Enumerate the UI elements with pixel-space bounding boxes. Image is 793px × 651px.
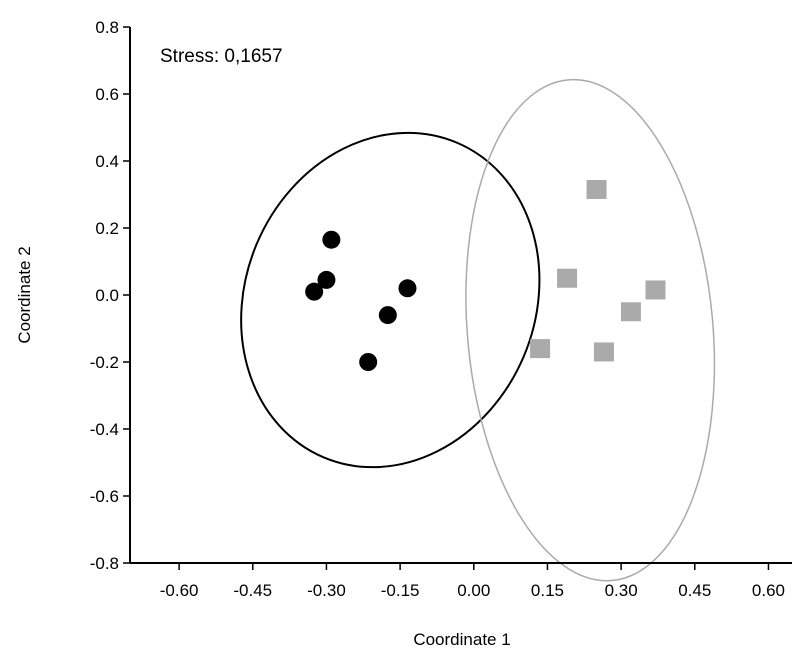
group-ellipse [240, 131, 541, 469]
square-point [530, 339, 551, 359]
y-tick-label: -0.4 [90, 420, 119, 439]
circle-point [378, 306, 397, 325]
circle-point [322, 230, 341, 249]
square-point [593, 342, 614, 362]
y-tick-label: -0.6 [90, 487, 119, 506]
square-point [586, 179, 607, 199]
x-tick-label: 0.30 [605, 581, 638, 600]
y-tick-label: 0.4 [95, 152, 119, 171]
y-axis-label: Coordinate 2 [15, 246, 34, 343]
data-points [305, 179, 666, 371]
circle-point [359, 353, 378, 371]
y-tick-label: 0.0 [95, 286, 119, 305]
y-tick-label: 0.6 [95, 85, 119, 104]
stress-annotation: Stress: 0,1657 [160, 46, 283, 67]
y-tick-label: -0.8 [90, 554, 119, 573]
square-point [557, 268, 578, 288]
y-tick-label: -0.2 [90, 353, 119, 372]
x-tick-label: 0.45 [678, 581, 711, 600]
x-axis-label: Coordinate 1 [413, 630, 510, 649]
x-tick-label: -0.45 [233, 581, 272, 600]
y-tick-label: 0.2 [95, 219, 119, 238]
group-ellipse [465, 78, 716, 582]
circle-point [305, 282, 324, 301]
x-tick-label: -0.30 [307, 581, 346, 600]
x-tick-label: -0.15 [381, 581, 420, 600]
x-tick-label: 0.15 [531, 581, 564, 600]
x-tick-label: 0.60 [752, 581, 785, 600]
y-tick-label: 0.8 [95, 18, 119, 37]
x-tick-label: -0.60 [160, 581, 199, 600]
square-point [645, 280, 666, 300]
circle-point [317, 270, 336, 289]
axes [129, 27, 792, 564]
square-point [620, 302, 641, 322]
x-axis-ticks: -0.60 -0.45 -0.30 -0.15 0.00 0.15 0.30 0.45 0.60 [160, 563, 785, 600]
confidence-ellipses [240, 78, 716, 582]
circle-point [398, 279, 417, 298]
y-axis-ticks: -0.8 -0.6 -0.4 -0.2 0.0 0.2 0.4 0.6 0.8 [90, 18, 130, 573]
x-tick-label: 0.00 [457, 581, 490, 600]
